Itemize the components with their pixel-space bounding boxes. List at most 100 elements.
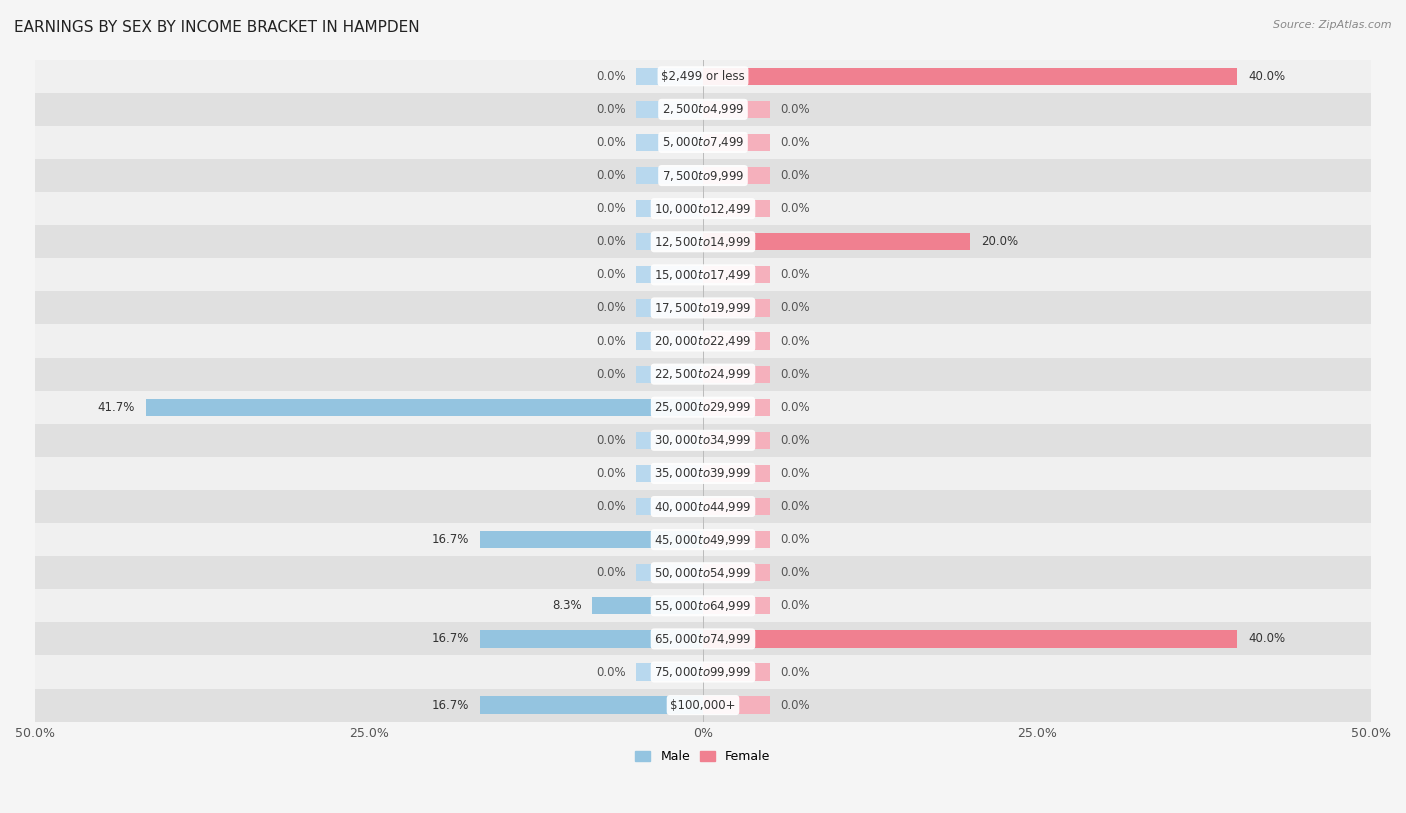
- Bar: [703, 630, 770, 647]
- Bar: [35, 358, 1371, 391]
- Bar: [35, 291, 1371, 324]
- Text: 0.0%: 0.0%: [596, 334, 626, 347]
- Bar: [35, 655, 1371, 689]
- Text: 0.0%: 0.0%: [780, 533, 810, 546]
- Text: 0.0%: 0.0%: [596, 302, 626, 315]
- Text: 8.3%: 8.3%: [551, 599, 582, 612]
- Bar: [703, 101, 770, 118]
- Text: 0.0%: 0.0%: [596, 103, 626, 116]
- Text: 16.7%: 16.7%: [432, 533, 470, 546]
- Bar: [636, 398, 703, 415]
- Text: $55,000 to $64,999: $55,000 to $64,999: [654, 599, 752, 613]
- Bar: [35, 523, 1371, 556]
- Text: 0.0%: 0.0%: [780, 434, 810, 447]
- Bar: [479, 630, 703, 647]
- Text: $12,500 to $14,999: $12,500 to $14,999: [654, 235, 752, 249]
- Text: $45,000 to $49,999: $45,000 to $49,999: [654, 533, 752, 546]
- Bar: [592, 598, 703, 615]
- Bar: [35, 159, 1371, 192]
- Bar: [703, 233, 770, 250]
- Text: $5,000 to $7,499: $5,000 to $7,499: [662, 136, 744, 150]
- Text: 0.0%: 0.0%: [780, 401, 810, 414]
- Text: $15,000 to $17,499: $15,000 to $17,499: [654, 267, 752, 282]
- Bar: [703, 697, 770, 714]
- Text: 0.0%: 0.0%: [596, 367, 626, 380]
- Text: $40,000 to $44,999: $40,000 to $44,999: [654, 499, 752, 514]
- Text: 0.0%: 0.0%: [780, 467, 810, 480]
- Bar: [636, 101, 703, 118]
- Text: 0.0%: 0.0%: [596, 666, 626, 679]
- Text: 40.0%: 40.0%: [1249, 633, 1285, 646]
- Bar: [703, 134, 770, 151]
- Bar: [636, 432, 703, 449]
- Text: 0.0%: 0.0%: [596, 500, 626, 513]
- Text: 0.0%: 0.0%: [596, 467, 626, 480]
- Text: 0.0%: 0.0%: [780, 103, 810, 116]
- Bar: [479, 697, 703, 714]
- Text: EARNINGS BY SEX BY INCOME BRACKET IN HAMPDEN: EARNINGS BY SEX BY INCOME BRACKET IN HAM…: [14, 20, 419, 35]
- Bar: [636, 167, 703, 185]
- Bar: [636, 67, 703, 85]
- Text: $30,000 to $34,999: $30,000 to $34,999: [654, 433, 752, 447]
- Text: $75,000 to $99,999: $75,000 to $99,999: [654, 665, 752, 679]
- Text: $17,500 to $19,999: $17,500 to $19,999: [654, 301, 752, 315]
- Bar: [35, 490, 1371, 523]
- Bar: [703, 167, 770, 185]
- Legend: Male, Female: Male, Female: [630, 746, 776, 768]
- Bar: [703, 498, 770, 515]
- Text: 41.7%: 41.7%: [98, 401, 135, 414]
- Text: 0.0%: 0.0%: [780, 302, 810, 315]
- Bar: [636, 531, 703, 548]
- Bar: [35, 457, 1371, 490]
- Bar: [703, 200, 770, 217]
- Text: 16.7%: 16.7%: [432, 698, 470, 711]
- Bar: [636, 134, 703, 151]
- Text: $7,500 to $9,999: $7,500 to $9,999: [662, 168, 744, 183]
- Bar: [146, 398, 703, 415]
- Bar: [703, 432, 770, 449]
- Bar: [35, 424, 1371, 457]
- Text: 0.0%: 0.0%: [596, 202, 626, 215]
- Bar: [636, 200, 703, 217]
- Text: $100,000+: $100,000+: [671, 698, 735, 711]
- Bar: [636, 498, 703, 515]
- Text: 0.0%: 0.0%: [596, 70, 626, 83]
- Bar: [636, 333, 703, 350]
- Text: 0.0%: 0.0%: [596, 136, 626, 149]
- Bar: [35, 324, 1371, 358]
- Text: 0.0%: 0.0%: [780, 500, 810, 513]
- Bar: [35, 126, 1371, 159]
- Text: 0.0%: 0.0%: [596, 434, 626, 447]
- Bar: [703, 663, 770, 680]
- Text: 0.0%: 0.0%: [780, 566, 810, 579]
- Bar: [35, 391, 1371, 424]
- Text: $22,500 to $24,999: $22,500 to $24,999: [654, 367, 752, 381]
- Text: 0.0%: 0.0%: [780, 599, 810, 612]
- Text: $10,000 to $12,499: $10,000 to $12,499: [654, 202, 752, 215]
- Bar: [636, 598, 703, 615]
- Text: 0.0%: 0.0%: [596, 566, 626, 579]
- Bar: [636, 266, 703, 284]
- Bar: [35, 589, 1371, 623]
- Text: 0.0%: 0.0%: [780, 268, 810, 281]
- Bar: [703, 266, 770, 284]
- Bar: [35, 225, 1371, 259]
- Bar: [636, 299, 703, 316]
- Bar: [636, 663, 703, 680]
- Bar: [703, 630, 1237, 647]
- Bar: [703, 67, 1237, 85]
- Bar: [636, 233, 703, 250]
- Text: $2,499 or less: $2,499 or less: [661, 70, 745, 83]
- Text: $20,000 to $22,499: $20,000 to $22,499: [654, 334, 752, 348]
- Bar: [35, 556, 1371, 589]
- Text: 0.0%: 0.0%: [596, 235, 626, 248]
- Bar: [35, 93, 1371, 126]
- Text: 0.0%: 0.0%: [780, 334, 810, 347]
- Bar: [35, 259, 1371, 291]
- Bar: [35, 59, 1371, 93]
- Text: 20.0%: 20.0%: [981, 235, 1018, 248]
- Bar: [703, 366, 770, 383]
- Text: $65,000 to $74,999: $65,000 to $74,999: [654, 632, 752, 646]
- Bar: [703, 465, 770, 482]
- Bar: [703, 598, 770, 615]
